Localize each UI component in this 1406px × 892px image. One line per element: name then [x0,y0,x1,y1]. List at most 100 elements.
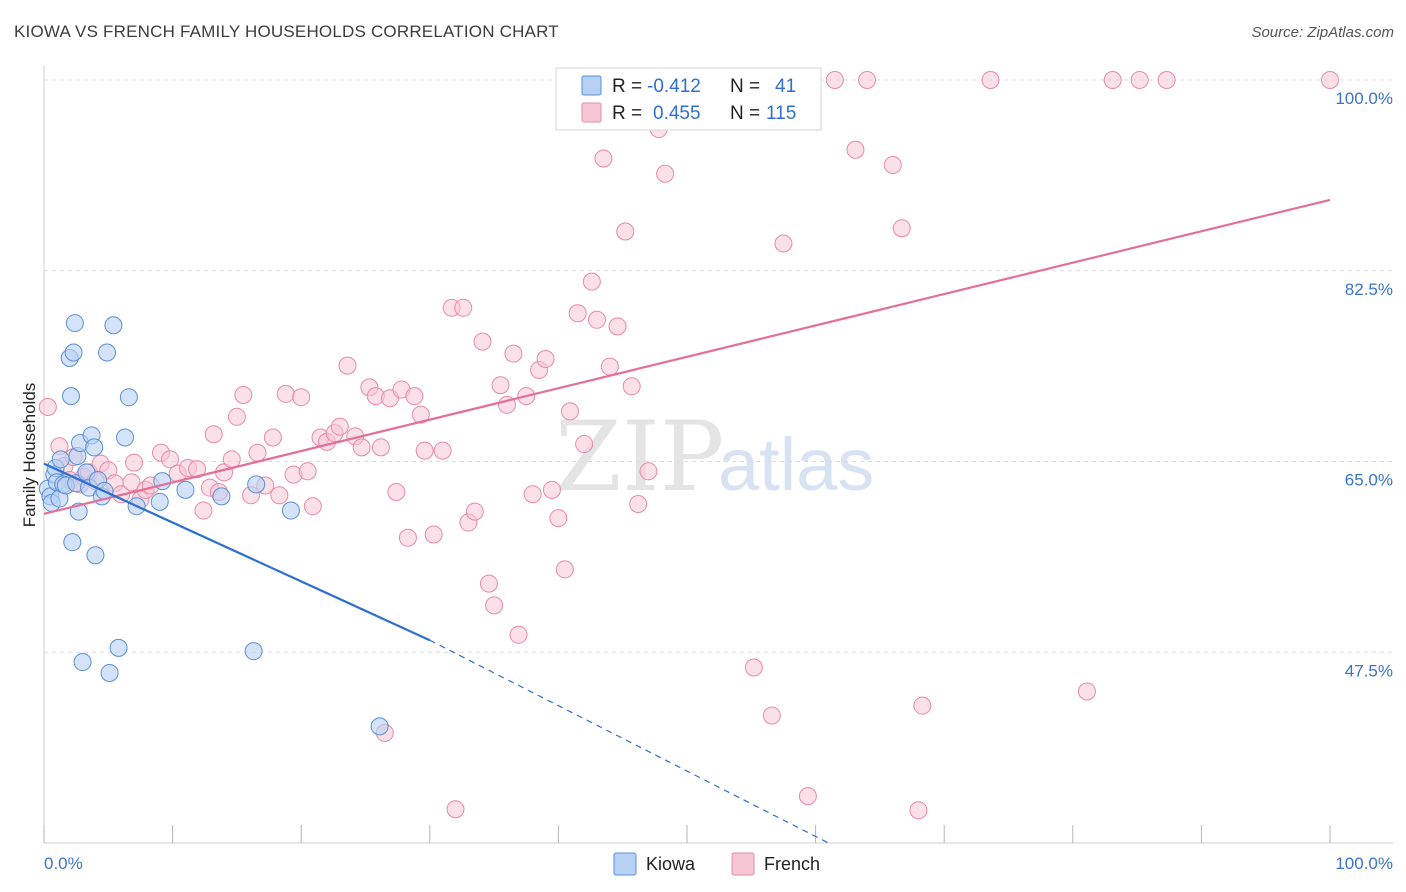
french-point [303,497,322,516]
french-point [411,405,430,424]
legend-kiowa-n-label: N = [730,76,760,97]
french-point [744,658,763,677]
french-point [509,625,528,644]
legend-french-r-label: R = [612,103,642,124]
kiowa-series [38,314,389,736]
kiowa-point [116,428,135,447]
legend-kiowa-r-label: R = [612,76,642,97]
french-point [387,483,406,502]
legend-kiowa-r-value: -0.412 [647,76,701,97]
french-point [270,486,289,505]
kiowa-point [98,343,117,362]
french-point [473,332,492,351]
legend-french-swatch [581,102,602,123]
kiowa-point [104,316,123,335]
legend-french-n-value: 115 [766,103,796,124]
french-point [1130,71,1149,89]
french-point [523,485,542,504]
legend-kiowa-n-value: 41 [775,76,796,97]
correlation-legend: R = -0.412 N = 41 R = 0.455 N = 115 [555,67,822,131]
french-point [1157,71,1176,89]
french-point [352,438,371,457]
kiowa-point [109,638,128,657]
french-point [276,384,295,403]
bottom-legend-kiowa-swatch [613,852,637,876]
kiowa-point [281,501,300,520]
french-point [188,460,207,479]
french-point [424,525,443,544]
french-point [846,140,865,159]
axes [43,66,1393,844]
french-point [479,574,498,593]
french-point [568,304,587,323]
french-point [892,219,911,238]
french-point [1077,682,1096,701]
kiowa-point [65,314,84,333]
french-point [248,443,267,462]
french-point [227,407,246,426]
legend-french-r-value: 0.455 [653,103,701,124]
french-point [38,398,57,416]
chart-title: KIOWA VS FRENCH FAMILY HOUSEHOLDS CORREL… [14,22,559,41]
french-point [398,528,417,547]
kiowa-trendline [43,462,431,642]
french-point [629,495,648,514]
french-point [981,71,1000,89]
french-point [600,357,619,376]
kiowa-point [370,717,389,736]
french-point [405,387,424,406]
french-point [587,310,606,329]
french-point [616,222,635,241]
french-point [161,450,180,469]
french-point [338,356,357,375]
french-point [858,71,877,89]
french-point [491,376,510,395]
french-point [298,462,317,481]
french-point [608,317,627,336]
bottom-legend-french-swatch [731,852,755,876]
french-point [122,473,141,492]
bottom-legend-kiowa-label: Kiowa [646,854,696,874]
y-tick-label: 47.5% [1345,661,1393,680]
french-point [825,71,844,89]
y-tick-labels: 100.0% 82.5% 65.0% 47.5% [1335,89,1393,680]
y-axis-label: Family Households [20,383,39,528]
kiowa-point [73,653,92,672]
french-point [446,800,465,819]
french-point [536,350,555,369]
french-point [504,344,523,363]
series-legend: Kiowa French [613,852,820,876]
kiowa-point [64,343,83,362]
french-point [415,441,434,460]
kiowa-point [247,475,266,494]
kiowa-point [51,450,70,469]
kiowa-point [244,642,263,661]
trendlines [43,198,1331,844]
kiowa-point [85,438,104,457]
french-point [454,298,473,317]
french-trendline [43,198,1331,515]
french-point [639,462,658,481]
kiowa-trendline-extension [429,639,829,844]
french-point [465,502,484,521]
y-tick-label: 65.0% [1345,471,1393,490]
source-credit: Source: ZipAtlas.com [1251,24,1394,41]
french-point [762,706,781,725]
french-point [433,441,452,460]
french-point [222,450,241,469]
french-point [549,509,568,528]
french-point [555,560,574,579]
watermark-zip: ZIP [555,401,724,513]
x-tick-label-left: 0.0% [44,854,83,873]
kiowa-point [119,388,138,407]
french-point [542,480,561,499]
legend-kiowa-swatch [581,75,602,96]
y-tick-label: 82.5% [1345,280,1393,299]
french-point [883,156,902,175]
kiowa-point [150,492,169,511]
french-point [560,402,579,421]
french-point [371,438,390,457]
french-point [234,386,253,405]
french-point [194,501,213,520]
